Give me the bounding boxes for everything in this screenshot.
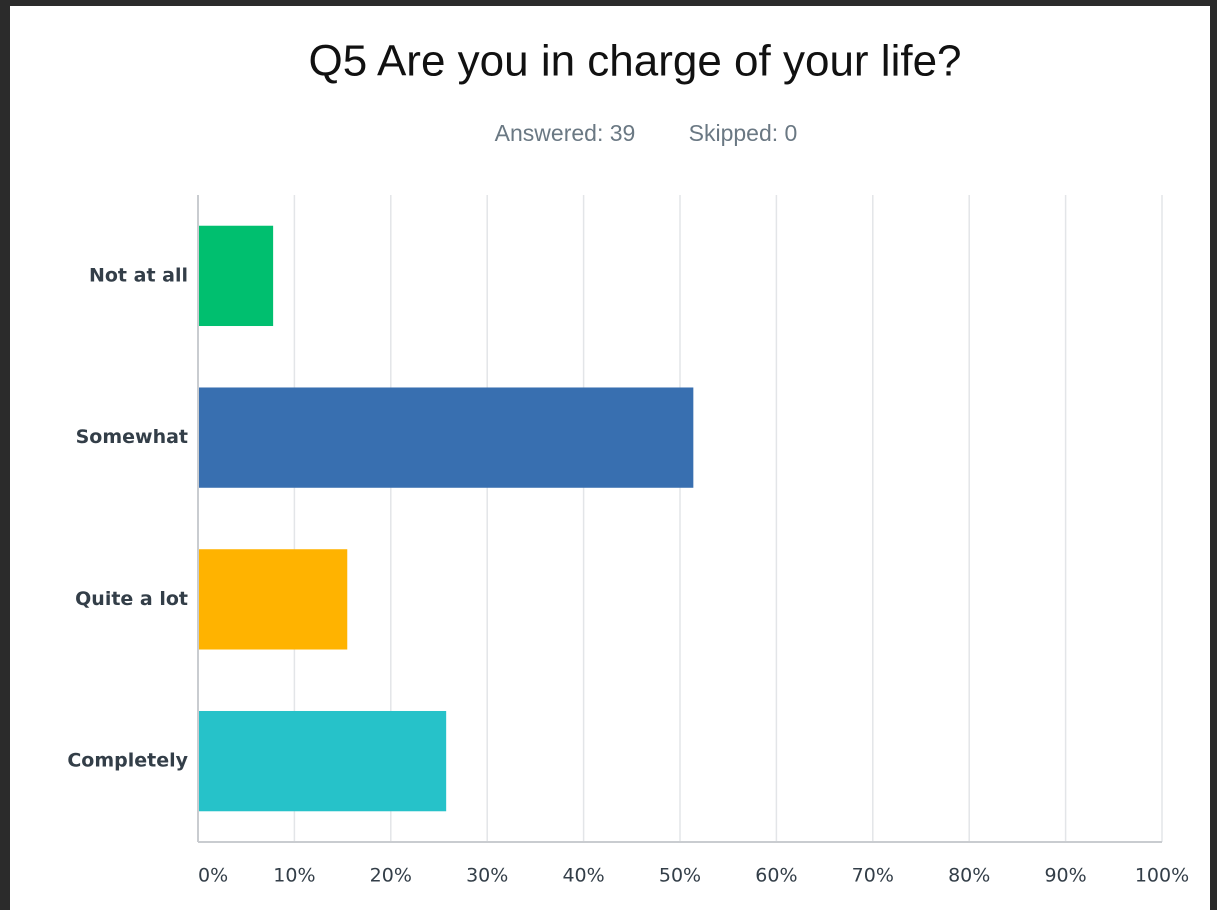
bar: [199, 225, 274, 327]
x-tick-label: 40%: [562, 865, 604, 887]
answered: Answered: 39: [495, 120, 636, 146]
chart-title: Q5 Are you in charge of your life?: [308, 37, 961, 86]
x-tick-label: 80%: [948, 865, 990, 887]
x-tick-label: 90%: [1044, 865, 1086, 887]
y-tick-label: Somewhat: [76, 426, 188, 448]
x-tick-label: 50%: [659, 865, 701, 887]
bar: [199, 387, 694, 488]
x-tick-label: 30%: [466, 865, 508, 887]
x-tick-label: 20%: [370, 865, 412, 887]
skipped: Skipped: 0: [689, 120, 798, 146]
x-tick-label: 100%: [1135, 865, 1189, 887]
bar: [199, 549, 348, 650]
y-tick-label: Not at all: [89, 264, 188, 286]
x-tick-label: 0%: [198, 865, 228, 887]
x-tick-label: 60%: [755, 865, 797, 887]
x-tick-label: 70%: [852, 865, 894, 887]
y-tick-label: Quite a lot: [75, 588, 188, 610]
bar: [199, 710, 447, 812]
x-tick-label: 10%: [273, 865, 315, 887]
y-tick-label: Completely: [67, 750, 188, 772]
